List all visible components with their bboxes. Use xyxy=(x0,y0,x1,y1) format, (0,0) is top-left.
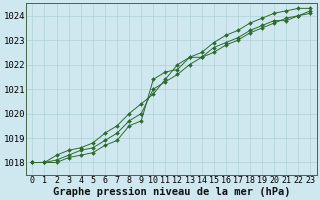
X-axis label: Graphe pression niveau de la mer (hPa): Graphe pression niveau de la mer (hPa) xyxy=(53,186,290,197)
